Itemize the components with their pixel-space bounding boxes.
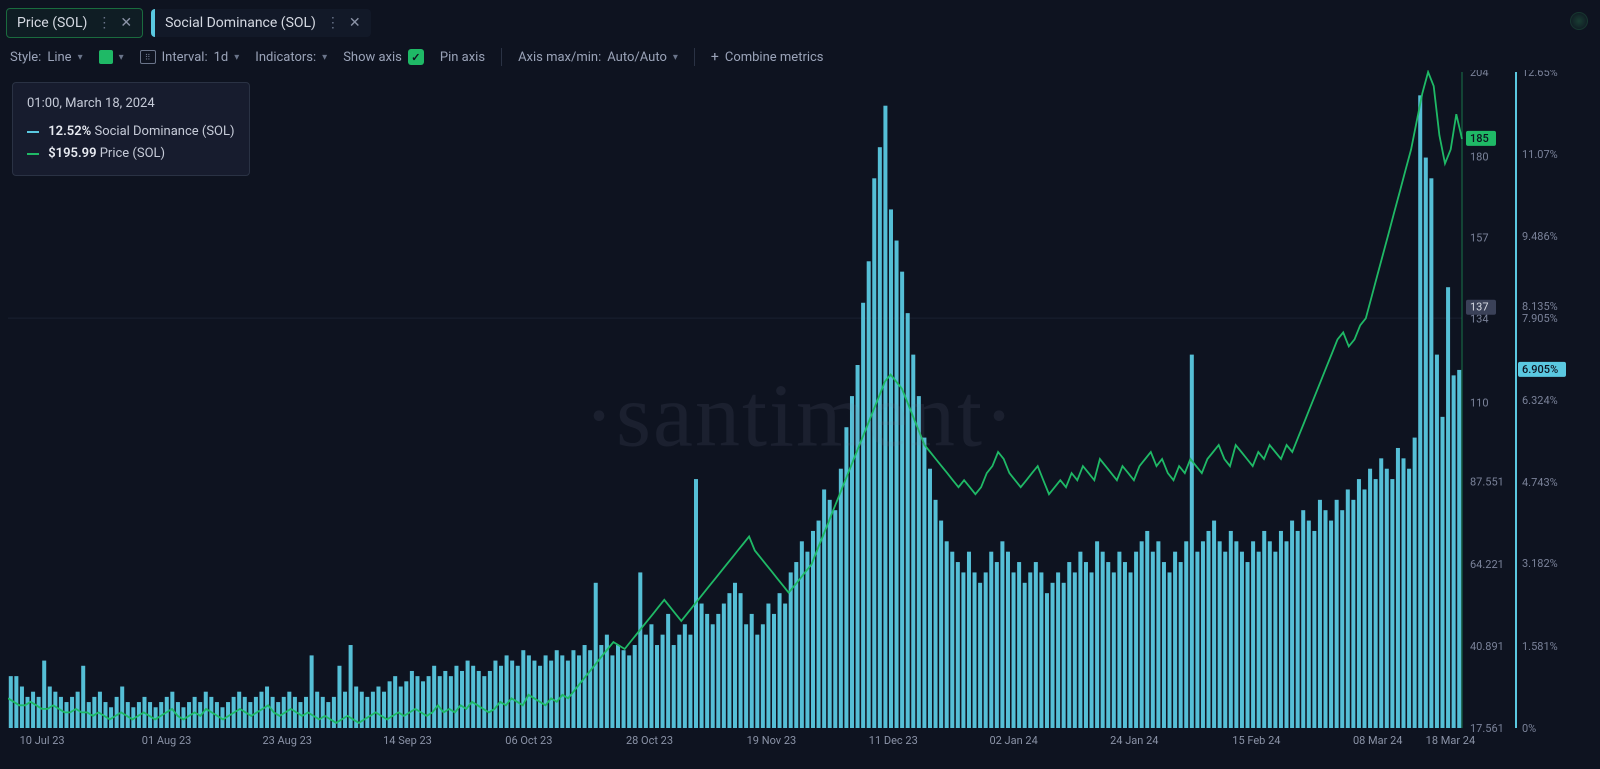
indicators-selector[interactable]: Indicators: ▾: [255, 50, 327, 65]
tabs-bar: Price (SOL) ⋮ ✕ Social Dominance (SOL) ⋮…: [0, 0, 1600, 38]
svg-text:01 Aug 23: 01 Aug 23: [142, 734, 192, 747]
svg-text:6.324%: 6.324%: [1522, 394, 1558, 407]
separator: [694, 48, 695, 66]
svg-text:11 Dec 23: 11 Dec 23: [869, 734, 918, 747]
tooltip-series: Price (SOL): [100, 146, 165, 161]
svg-text:19 Nov 23: 19 Nov 23: [747, 734, 797, 747]
chevron-down-icon: ▾: [78, 52, 83, 63]
series-color-dash: [27, 153, 39, 155]
svg-text:180: 180: [1470, 150, 1489, 163]
svg-text:40.891: 40.891: [1470, 640, 1504, 653]
svg-text:02 Jan 24: 02 Jan 24: [989, 734, 1037, 747]
interval-selector[interactable]: ⠿ Interval: 1d ▾: [140, 50, 240, 65]
tooltip-value: $195.99: [48, 146, 96, 161]
svg-text:0%: 0%: [1522, 722, 1536, 735]
svg-text:11.07%: 11.07%: [1522, 148, 1558, 161]
pin-axis-label: Pin axis: [440, 50, 485, 65]
tab-label: Social Dominance (SOL): [165, 15, 316, 31]
svg-text:137: 137: [1470, 301, 1489, 314]
indicators-label: Indicators:: [255, 50, 316, 65]
color-swatch: [99, 50, 113, 64]
close-icon[interactable]: ✕: [120, 15, 132, 31]
svg-text:6.905%: 6.905%: [1522, 363, 1558, 376]
interval-value: 1d: [214, 50, 229, 65]
svg-text:08 Mar 24: 08 Mar 24: [1353, 734, 1403, 747]
hover-tooltip: 01:00, March 18, 2024 12.52% Social Domi…: [12, 82, 250, 176]
svg-text:12.65%: 12.65%: [1522, 70, 1558, 79]
tooltip-row: $195.99 Price (SOL): [27, 143, 235, 165]
tab-social-dominance[interactable]: Social Dominance (SOL) ⋮ ✕: [151, 9, 371, 37]
svg-text:157: 157: [1470, 231, 1489, 244]
series-color-dash: [27, 131, 39, 133]
close-icon[interactable]: ✕: [349, 15, 361, 31]
tooltip-datetime: 01:00, March 18, 2024: [27, 93, 235, 115]
separator: [501, 48, 502, 66]
svg-text:9.486%: 9.486%: [1522, 230, 1558, 243]
tooltip-row: 12.52% Social Dominance (SOL): [27, 121, 235, 143]
axis-minmax-value: Auto/Auto: [607, 50, 667, 65]
tooltip-value: 12.52%: [48, 124, 91, 139]
tooltip-series: Social Dominance (SOL): [94, 124, 234, 139]
svg-text:24 Jan 24: 24 Jan 24: [1110, 734, 1158, 747]
svg-text:15 Feb 24: 15 Feb 24: [1232, 734, 1280, 747]
style-value: Line: [47, 50, 71, 65]
svg-text:06 Oct 23: 06 Oct 23: [505, 734, 552, 747]
combine-metrics-button[interactable]: + Combine metrics: [711, 49, 824, 65]
svg-text:110: 110: [1470, 397, 1489, 410]
tab-price[interactable]: Price (SOL) ⋮ ✕: [6, 8, 143, 38]
show-axis-toggle[interactable]: Show axis ✓: [343, 49, 424, 65]
plus-icon: +: [711, 49, 719, 65]
color-selector[interactable]: ▾: [99, 50, 124, 64]
pin-axis-toggle[interactable]: Pin axis: [440, 50, 485, 65]
svg-text:18 Mar 24: 18 Mar 24: [1426, 734, 1476, 747]
tab-menu-icon[interactable]: ⋮: [97, 15, 110, 31]
show-axis-label: Show axis: [343, 50, 402, 65]
svg-text:87.551: 87.551: [1470, 476, 1504, 489]
chevron-down-icon: ▾: [119, 52, 124, 63]
svg-text:185: 185: [1470, 132, 1489, 145]
chevron-down-icon: ▾: [234, 52, 239, 63]
combine-label: Combine metrics: [725, 50, 824, 65]
svg-text:64.221: 64.221: [1470, 558, 1504, 571]
svg-text:10 Jul 23: 10 Jul 23: [20, 734, 65, 747]
calendar-icon: ⠿: [140, 50, 156, 64]
axis-minmax-label: Axis max/min:: [518, 50, 601, 65]
chevron-down-icon: ▾: [322, 52, 327, 63]
axis-minmax-selector[interactable]: Axis max/min: Auto/Auto ▾: [518, 50, 678, 65]
svg-text:1.581%: 1.581%: [1522, 640, 1558, 653]
svg-text:204: 204: [1470, 70, 1489, 79]
svg-text:28 Oct 23: 28 Oct 23: [626, 734, 673, 747]
interval-label: Interval:: [162, 50, 208, 65]
svg-text:3.182%: 3.182%: [1522, 557, 1558, 570]
svg-text:4.743%: 4.743%: [1522, 476, 1558, 489]
svg-text:7.905%: 7.905%: [1522, 312, 1558, 325]
svg-text:23 Aug 23: 23 Aug 23: [262, 734, 312, 747]
style-label: Style:: [10, 50, 41, 65]
tab-menu-icon[interactable]: ⋮: [326, 15, 339, 31]
chevron-down-icon: ▾: [673, 52, 678, 63]
tab-label: Price (SOL): [17, 15, 87, 31]
status-indicator: [1570, 12, 1588, 30]
checkbox-checked-icon: ✓: [408, 49, 424, 65]
svg-text:14 Sep 23: 14 Sep 23: [383, 734, 432, 747]
style-selector[interactable]: Style: Line ▾: [10, 50, 83, 65]
